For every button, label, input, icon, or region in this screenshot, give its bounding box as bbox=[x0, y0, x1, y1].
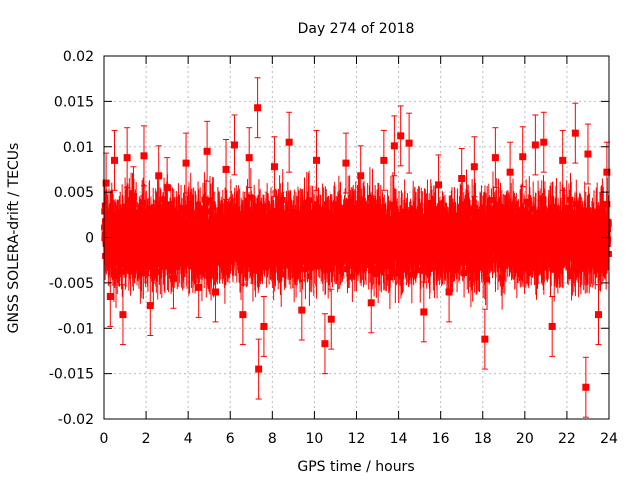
data-point bbox=[253, 268, 259, 274]
data-point bbox=[271, 267, 277, 273]
data-point bbox=[402, 209, 408, 215]
data-point bbox=[195, 202, 201, 208]
data-point bbox=[306, 197, 312, 203]
data-point bbox=[278, 271, 284, 277]
data-point bbox=[306, 273, 312, 279]
data-point bbox=[378, 209, 384, 215]
data-point bbox=[128, 268, 134, 274]
data-point bbox=[320, 207, 326, 213]
data-point bbox=[264, 203, 270, 209]
data-point bbox=[347, 199, 353, 205]
data-point bbox=[228, 205, 234, 211]
data-point bbox=[238, 267, 244, 273]
data-point bbox=[409, 272, 415, 278]
data-point bbox=[140, 200, 146, 206]
data-point bbox=[370, 198, 376, 204]
data-point bbox=[392, 209, 398, 215]
data-point bbox=[327, 266, 333, 272]
data-point bbox=[345, 262, 351, 268]
data-point bbox=[417, 267, 423, 273]
data-point bbox=[188, 202, 194, 208]
data-point bbox=[300, 259, 306, 265]
data-point bbox=[313, 264, 319, 270]
data-point bbox=[210, 204, 216, 210]
data-point bbox=[140, 270, 146, 276]
data-point bbox=[130, 262, 136, 268]
data-point bbox=[155, 269, 161, 275]
data-point bbox=[131, 201, 137, 207]
data-point bbox=[164, 201, 170, 207]
data-point bbox=[257, 211, 263, 217]
data-point bbox=[155, 201, 161, 207]
data-point bbox=[280, 197, 286, 203]
data-point bbox=[117, 260, 123, 266]
data-point bbox=[387, 274, 393, 280]
data-point bbox=[352, 263, 358, 269]
data-point bbox=[119, 269, 125, 275]
data-point bbox=[349, 274, 355, 280]
data-point bbox=[202, 206, 208, 212]
data-point bbox=[175, 210, 181, 216]
data-point bbox=[139, 264, 145, 270]
data-point bbox=[293, 264, 299, 270]
data-point bbox=[183, 248, 189, 254]
data-point bbox=[428, 200, 434, 206]
data-point bbox=[222, 259, 228, 265]
chart-title: Day 274 of 2018 bbox=[298, 21, 415, 37]
data-point bbox=[248, 194, 254, 200]
data-point bbox=[433, 212, 439, 218]
data-point bbox=[222, 269, 228, 275]
data-point bbox=[398, 274, 404, 280]
data-point bbox=[109, 203, 115, 209]
data-point bbox=[244, 261, 250, 267]
data-point bbox=[434, 264, 440, 270]
data-point bbox=[435, 206, 441, 212]
data-point bbox=[147, 207, 153, 213]
data-point bbox=[211, 267, 217, 273]
data-point bbox=[102, 203, 108, 209]
